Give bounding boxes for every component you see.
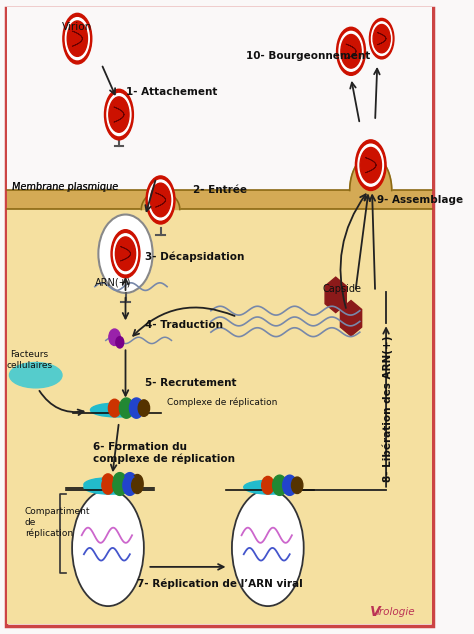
Ellipse shape bbox=[369, 18, 394, 59]
Circle shape bbox=[273, 475, 287, 495]
Polygon shape bbox=[340, 301, 362, 336]
Circle shape bbox=[123, 472, 137, 493]
Ellipse shape bbox=[84, 480, 137, 494]
Text: 4- Traduction: 4- Traduction bbox=[145, 320, 223, 330]
Text: 7- Réplication de l’ARN viral: 7- Réplication de l’ARN viral bbox=[137, 579, 302, 589]
Text: 5- Recrutement: 5- Recrutement bbox=[145, 378, 237, 389]
Ellipse shape bbox=[107, 94, 131, 136]
Circle shape bbox=[113, 472, 127, 493]
Ellipse shape bbox=[104, 89, 133, 140]
Text: Facteurs
cellulaires: Facteurs cellulaires bbox=[6, 351, 52, 370]
Circle shape bbox=[119, 398, 133, 418]
Circle shape bbox=[109, 329, 120, 346]
Circle shape bbox=[102, 476, 114, 494]
Text: Membrane plasmique: Membrane plasmique bbox=[12, 183, 118, 192]
Text: 6- Formation du
complexe de réplication: 6- Formation du complexe de réplication bbox=[92, 442, 235, 464]
Ellipse shape bbox=[372, 22, 392, 55]
Ellipse shape bbox=[148, 180, 173, 220]
Polygon shape bbox=[350, 156, 392, 190]
Ellipse shape bbox=[113, 234, 137, 274]
Ellipse shape bbox=[373, 25, 390, 53]
Ellipse shape bbox=[72, 489, 144, 606]
Ellipse shape bbox=[150, 183, 171, 217]
Circle shape bbox=[113, 475, 127, 495]
Ellipse shape bbox=[65, 18, 89, 60]
Ellipse shape bbox=[356, 140, 386, 190]
Ellipse shape bbox=[84, 477, 137, 491]
Text: Capside: Capside bbox=[323, 283, 362, 294]
Ellipse shape bbox=[91, 403, 143, 417]
Circle shape bbox=[123, 475, 137, 495]
Ellipse shape bbox=[341, 34, 361, 68]
Ellipse shape bbox=[244, 480, 296, 494]
Ellipse shape bbox=[67, 21, 87, 56]
Ellipse shape bbox=[339, 31, 363, 71]
Text: 9- Assemblage: 9- Assemblage bbox=[377, 195, 464, 205]
Ellipse shape bbox=[146, 176, 175, 224]
Text: 10- Bourgeonnement: 10- Bourgeonnement bbox=[246, 51, 370, 61]
Circle shape bbox=[292, 477, 303, 493]
Text: ARN(+): ARN(+) bbox=[95, 277, 131, 287]
Ellipse shape bbox=[109, 97, 129, 133]
Bar bbox=[7, 193, 432, 624]
Circle shape bbox=[283, 475, 297, 495]
Circle shape bbox=[98, 214, 153, 293]
Circle shape bbox=[262, 476, 274, 494]
Text: V: V bbox=[370, 605, 381, 619]
Bar bbox=[7, 190, 432, 209]
Circle shape bbox=[109, 399, 121, 417]
Ellipse shape bbox=[358, 144, 383, 186]
Ellipse shape bbox=[9, 363, 62, 388]
Text: 3- Décapsidation: 3- Décapsidation bbox=[145, 252, 245, 262]
Ellipse shape bbox=[337, 27, 365, 75]
Text: Complexe de réplication: Complexe de réplication bbox=[167, 398, 277, 407]
Ellipse shape bbox=[360, 148, 382, 183]
Ellipse shape bbox=[111, 230, 140, 278]
Circle shape bbox=[132, 474, 143, 491]
Text: 1- Attachement: 1- Attachement bbox=[126, 87, 217, 98]
Text: irologie: irologie bbox=[376, 607, 415, 618]
Circle shape bbox=[138, 400, 150, 417]
Circle shape bbox=[132, 477, 143, 493]
Text: 8- Libération des ARN(+): 8- Libération des ARN(+) bbox=[383, 335, 393, 482]
Ellipse shape bbox=[63, 13, 92, 64]
Polygon shape bbox=[141, 191, 180, 209]
Ellipse shape bbox=[115, 237, 136, 271]
Circle shape bbox=[102, 474, 114, 491]
Text: Membrane plasmique: Membrane plasmique bbox=[12, 182, 118, 191]
Ellipse shape bbox=[232, 489, 304, 606]
Polygon shape bbox=[325, 277, 346, 313]
Circle shape bbox=[116, 337, 124, 348]
Text: 2- Entrée: 2- Entrée bbox=[193, 186, 247, 195]
Text: Virion: Virion bbox=[62, 22, 92, 32]
Text: Compartiment
de
réplication: Compartiment de réplication bbox=[25, 507, 90, 538]
Bar bbox=[7, 7, 432, 193]
Circle shape bbox=[129, 398, 144, 418]
